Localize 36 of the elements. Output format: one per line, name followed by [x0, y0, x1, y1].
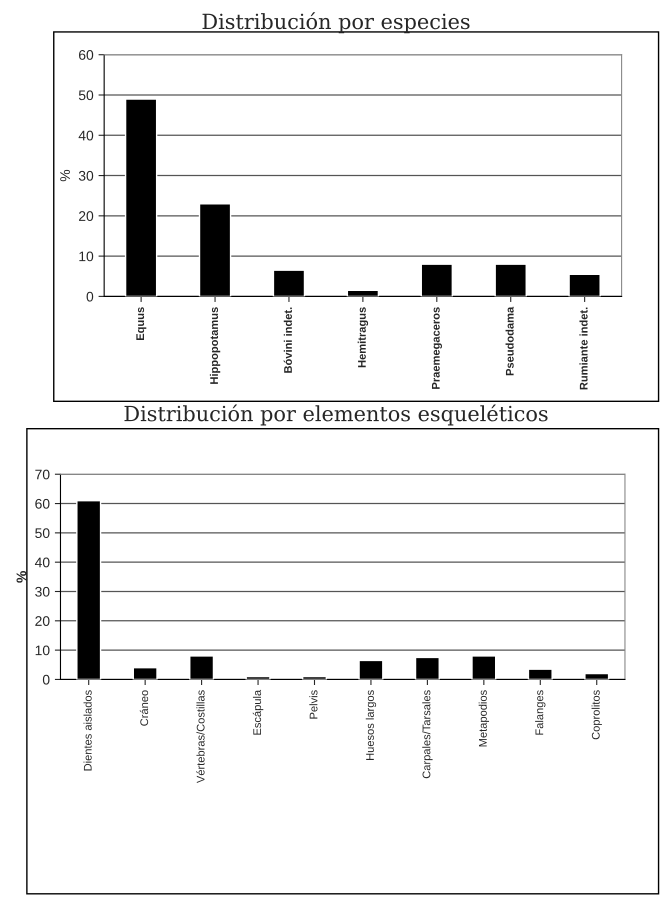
x-tick-label: Pelvis: [309, 690, 318, 719]
chart-title: Distribución por especies: [202, 12, 470, 34]
y-tick-label: 60: [35, 498, 50, 509]
x-tick-label: Hippopotamus: [210, 307, 220, 384]
y-tick-label: 70: [35, 470, 50, 480]
y-tick-label: 30: [78, 170, 94, 181]
x-tick-label: Escápula: [252, 690, 264, 735]
chart-title: Distribución por elementos esqueléticos: [124, 404, 548, 426]
y-tick-label: 0: [86, 292, 94, 302]
y-tick-label: 10: [36, 645, 50, 656]
y-tick-label: 10: [79, 251, 94, 262]
x-tick-label: Coprolitos: [592, 690, 602, 740]
y-tick-label: 60: [79, 50, 94, 60]
y-tick-label: 0: [42, 674, 50, 685]
x-tick-label: Bóvini indet.: [284, 308, 292, 373]
y-tick-label: 20: [78, 211, 94, 222]
x-tick-label: Praemegaceros: [432, 307, 442, 389]
y-tick-label: 30: [35, 586, 50, 597]
y-tick-label: 50: [35, 528, 50, 538]
x-tick-label: Vértebras/Costillas: [196, 690, 205, 784]
y-tick-label: 50: [78, 90, 94, 100]
x-tick-label: Metapodios: [478, 690, 490, 746]
x-tick-label: Equus: [136, 307, 146, 340]
x-tick-label: Dientes aislados: [84, 690, 92, 770]
y-axis-title: %: [16, 571, 26, 583]
y-tick-label: 20: [35, 616, 50, 626]
x-tick-label: Cráneo: [140, 690, 148, 726]
x-tick-label: Rumiante indet.: [579, 308, 588, 390]
x-tick-label: Carpales/Tarsales: [422, 690, 433, 778]
x-tick-label: Falanges: [535, 690, 546, 735]
y-tick-label: 40: [78, 130, 94, 140]
x-tick-label: Huesos largos: [366, 690, 376, 760]
x-tick-label: Pseudodama: [506, 306, 514, 376]
y-tick-label: 40: [34, 558, 50, 568]
y-axis-title: %: [60, 170, 70, 182]
x-tick-label: Hemitragus: [358, 307, 368, 368]
